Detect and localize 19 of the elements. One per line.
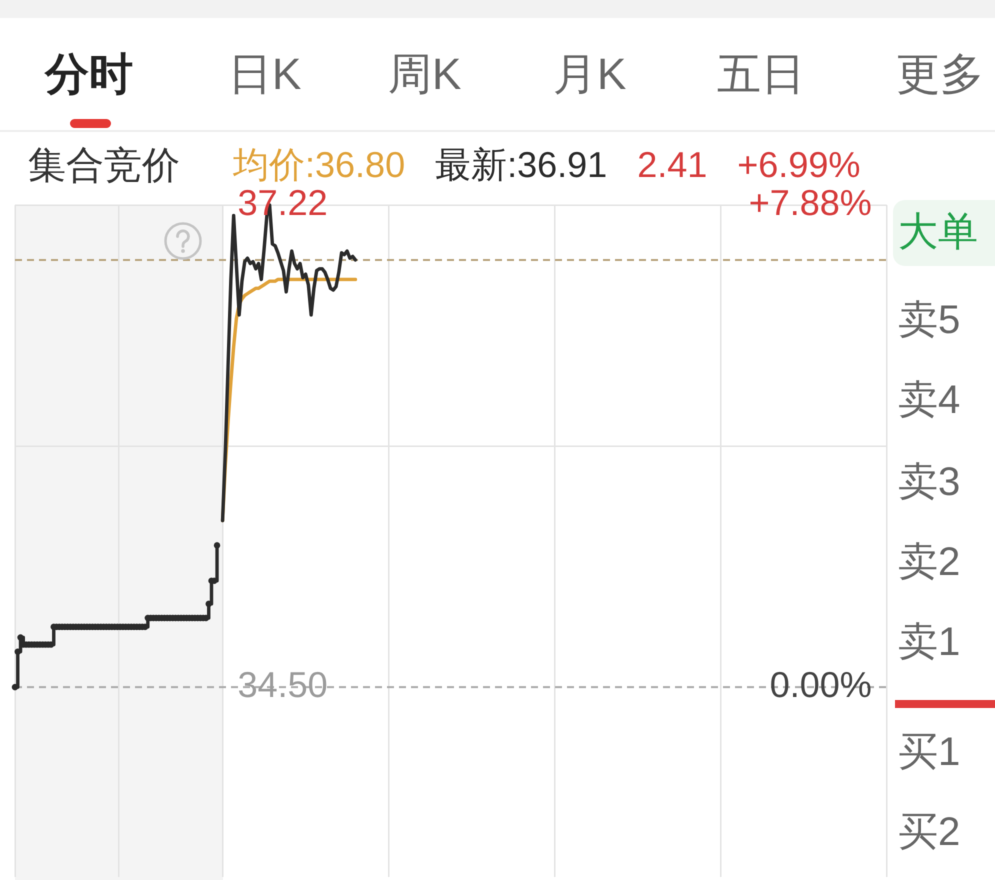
text: 大单 <box>898 209 978 255</box>
text: 卖3 <box>898 459 960 505</box>
text: 集合竞价 <box>28 144 180 188</box>
text: 2.41 <box>637 144 708 186</box>
text: 日K <box>228 50 302 100</box>
y-tick-label: 34.50 <box>238 664 328 706</box>
text: 最新:36.91 <box>435 142 608 186</box>
text: 买2 <box>898 809 960 855</box>
text: 分时 <box>45 50 133 100</box>
text: 更多 <box>896 50 984 100</box>
text: 卖5 <box>898 297 960 343</box>
text: 周K <box>388 50 462 100</box>
text: 五日 <box>717 50 805 100</box>
text: 卖2 <box>898 539 960 585</box>
text: 卖4 <box>898 377 960 423</box>
text: 月K <box>553 50 626 100</box>
text: 卖1 <box>898 619 960 665</box>
text: 买1 <box>898 729 960 775</box>
y2-tick-label: 0.00% <box>770 664 872 706</box>
